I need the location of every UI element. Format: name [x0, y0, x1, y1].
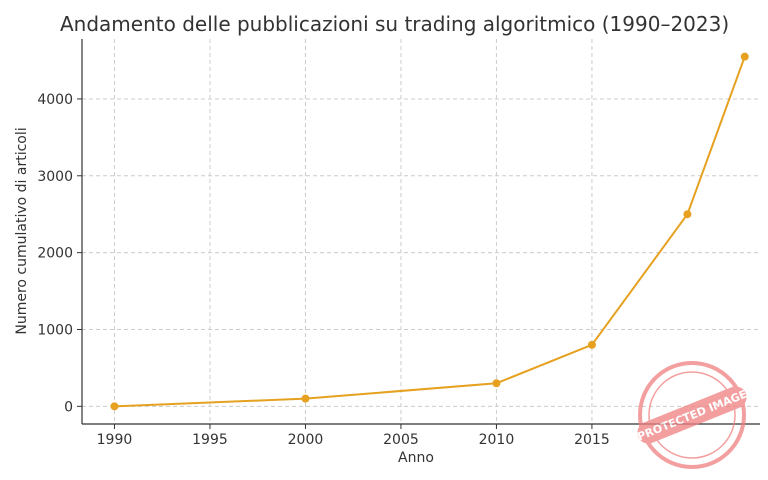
data-point: [110, 402, 119, 411]
y-axis-label: Numero cumulativo di articoli: [14, 127, 30, 334]
x-gridlines: [113, 39, 593, 424]
x-axis-label: Anno: [398, 450, 434, 466]
x-tick-label: 2000: [288, 432, 324, 448]
y-tick-label: 4000: [37, 92, 73, 108]
y-tick-label: 2000: [37, 246, 73, 262]
data-point: [740, 52, 749, 61]
stamp-text: PROTECTED IMAGE: [635, 388, 748, 444]
chart-title: Andamento delle pubblicazioni su trading…: [60, 12, 729, 36]
data-point: [301, 394, 310, 403]
x-tick-label: 1990: [97, 432, 133, 448]
stamp-banner: [637, 386, 747, 444]
x-axis-ticks: 1990 1995 2000 2005 2010 2015: [97, 424, 610, 448]
series-line: [114, 56, 746, 408]
x-tick-label: 1995: [192, 432, 228, 448]
x-tick-label: 2010: [479, 432, 515, 448]
x-tick-label: 2015: [574, 432, 610, 448]
data-points: [110, 52, 749, 411]
y-axis-ticks: 0 1000 2000 3000 4000: [37, 92, 82, 415]
data-point: [492, 379, 501, 388]
y-tick-label: 3000: [37, 169, 73, 185]
y-tick-label: 0: [64, 399, 73, 415]
y-tick-label: 1000: [37, 322, 73, 338]
data-point: [683, 210, 692, 219]
y-gridlines: [82, 98, 760, 407]
data-point: [587, 340, 596, 349]
x-tick-label: 2005: [383, 432, 419, 448]
protected-image-stamp: PROTECTED IMAGE: [635, 361, 749, 469]
